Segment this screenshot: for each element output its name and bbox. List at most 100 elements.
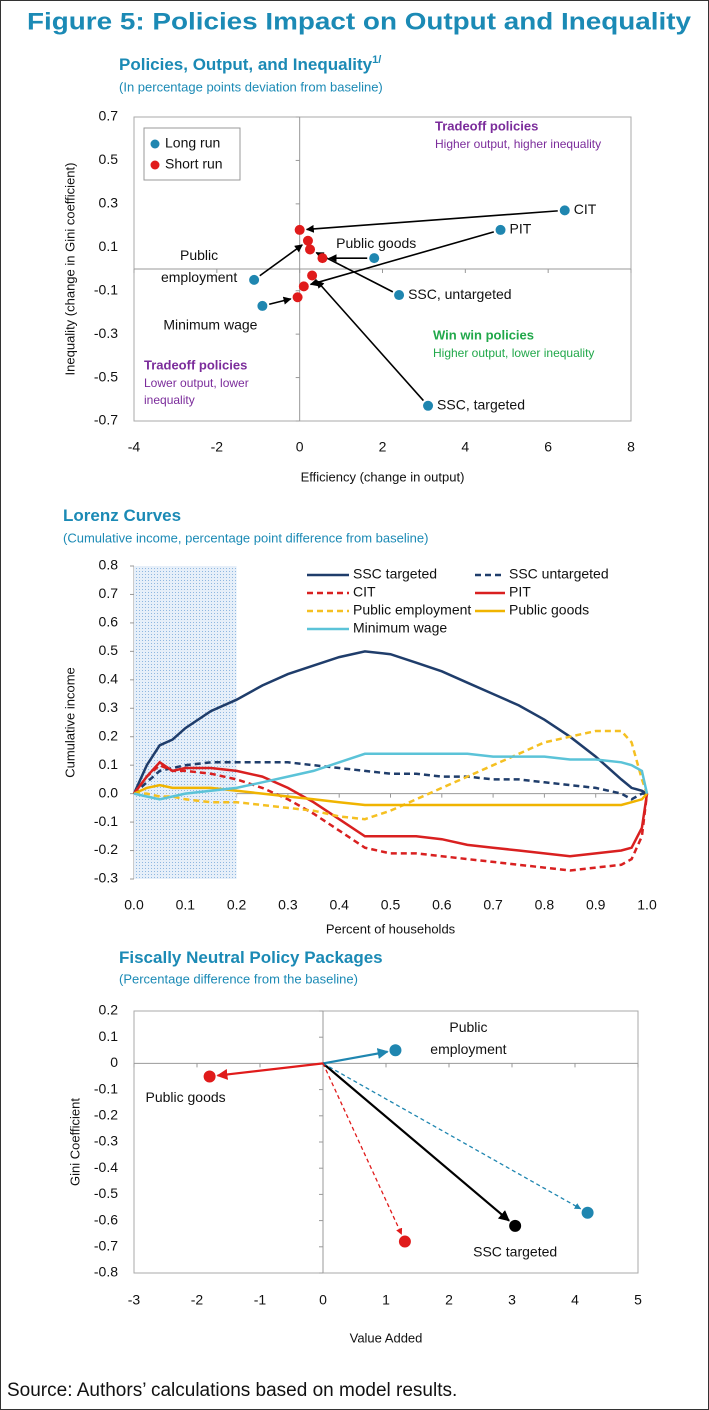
- chart-title-text: Lorenz Curves: [63, 506, 181, 525]
- point: [317, 253, 328, 264]
- point: [581, 1206, 594, 1219]
- chart-title: Policies, Output, and Inequality1/: [119, 54, 381, 75]
- point-label: Minimum wage: [163, 317, 257, 333]
- y-tick-label: -0.1: [94, 813, 118, 829]
- x-tick-label: 0.6: [432, 897, 452, 913]
- point-label: SSC, untargeted: [408, 286, 512, 302]
- point: [298, 281, 309, 292]
- point: [559, 205, 570, 216]
- y-tick-label: -0.5: [94, 1185, 118, 1201]
- figure-title: Figure 5: Policies Impact on Output and …: [27, 8, 692, 35]
- y-tick-label: 0.7: [99, 585, 119, 601]
- legend-marker: [150, 139, 160, 149]
- point-label: Public goods: [336, 235, 416, 251]
- x-tick-label: 0.3: [278, 897, 298, 913]
- y-tick-label: -0.6: [94, 1211, 118, 1227]
- plot-frame: [133, 1010, 639, 1274]
- y-tick-label: -0.8: [94, 1264, 118, 1280]
- point: [389, 1044, 402, 1057]
- source-note: Source: Authors’ calculations based on m…: [7, 1380, 457, 1401]
- y-tick-label: 0.5: [99, 151, 119, 167]
- point: [257, 300, 268, 311]
- legend-label: PIT: [509, 584, 531, 600]
- x-tick-label: 3: [508, 1292, 516, 1308]
- x-tick-label: 0.9: [586, 897, 606, 913]
- line: [133, 760, 649, 858]
- legend-label: Minimum wage: [353, 620, 447, 636]
- y-tick-label: -0.5: [94, 368, 118, 384]
- arrow: [322, 1062, 582, 1210]
- x-axis-label: Value Added: [350, 1330, 423, 1345]
- x-tick-label: 4: [461, 439, 469, 455]
- arrow: [322, 1048, 389, 1065]
- x-tick-label: -2: [191, 1292, 204, 1308]
- chart-title-text: Policies, Output, and Inequality: [119, 55, 373, 74]
- x-tick-label: 4: [571, 1292, 579, 1308]
- y-tick-label: 0.1: [99, 1028, 119, 1044]
- y-tick-label: 0.4: [99, 671, 119, 687]
- y-tick-label: 0: [110, 1054, 118, 1070]
- arrow: [259, 244, 303, 277]
- y-tick-label: -0.7: [94, 412, 118, 428]
- x-tick-label: -1: [254, 1292, 267, 1308]
- arrow: [315, 251, 394, 293]
- y-tick-label: 0.8: [99, 557, 119, 573]
- shaded-region: [134, 566, 237, 879]
- y-tick-label: 0.7: [99, 108, 119, 124]
- point-label-box: Public employment: [430, 1019, 507, 1058]
- annotation-text-box: Higher output, lower inequality: [433, 346, 595, 360]
- y-tick-label: -0.7: [94, 1238, 118, 1254]
- legend-label: CIT: [353, 584, 376, 600]
- point: [292, 292, 303, 303]
- x-tick-label: 0: [296, 439, 304, 455]
- x-axis-label: Efficiency (change in output): [301, 469, 465, 484]
- chart-subtitle: (Percentage difference from the baseline…: [119, 971, 358, 986]
- x-tick-label: 0.7: [483, 897, 503, 913]
- point-label: Public employment: [160, 246, 238, 285]
- point-label: PIT: [510, 221, 532, 237]
- x-tick-label: 0.4: [329, 897, 349, 913]
- x-tick-label: 0.1: [176, 897, 196, 913]
- legend-label: Public employment: [353, 602, 471, 618]
- x-tick-label: 0.0: [124, 897, 144, 913]
- x-tick-label: 0.2: [227, 897, 247, 913]
- y-tick-label: 0.6: [99, 614, 119, 630]
- annotation-title: Win win policies: [433, 327, 534, 342]
- annotation-title: Tradeoff policies: [435, 118, 538, 133]
- point-label: Public employment: [430, 1019, 507, 1058]
- chart-subtitle: (Cumulative income, percentage point dif…: [63, 530, 428, 545]
- annotation-text: Higher output, lower inequality: [433, 346, 595, 360]
- y-axis-label: Inequality (change in Gini coefficient): [62, 163, 77, 376]
- point: [302, 235, 313, 246]
- legend-marker: [150, 160, 160, 170]
- point-label: SSC, targeted: [437, 397, 525, 413]
- y-tick-label: 0.3: [99, 195, 119, 211]
- legend-label: Public goods: [509, 602, 589, 618]
- y-tick-label: 0.0: [99, 784, 119, 800]
- chart-title: Fiscally Neutral Policy Packages: [119, 948, 383, 967]
- line: [133, 761, 647, 801]
- y-axis-label: Gini Coefficient: [67, 1098, 82, 1186]
- arrow: [216, 1062, 324, 1080]
- arrow: [309, 231, 495, 287]
- legend-label: SSC targeted: [353, 566, 437, 582]
- x-tick-label: 2: [379, 439, 387, 455]
- title-note: 1/: [372, 54, 381, 66]
- point: [495, 224, 506, 235]
- x-tick-label: 6: [544, 439, 552, 455]
- arrow: [268, 296, 292, 306]
- point: [423, 400, 434, 411]
- point: [398, 1235, 411, 1248]
- y-tick-label: -0.1: [94, 281, 118, 297]
- x-tick-label: 0: [319, 1292, 327, 1308]
- chart-subtitle: (In percentage points deviation from bas…: [119, 79, 383, 94]
- x-tick-label: -3: [128, 1292, 141, 1308]
- point: [249, 274, 260, 285]
- x-tick-label: 5: [634, 1292, 642, 1308]
- point: [509, 1219, 522, 1232]
- y-tick-label: 0.5: [99, 642, 119, 658]
- x-tick-label: 0.8: [535, 897, 555, 913]
- y-tick-label: -0.1: [94, 1080, 118, 1096]
- y-tick-label: -0.3: [94, 870, 118, 886]
